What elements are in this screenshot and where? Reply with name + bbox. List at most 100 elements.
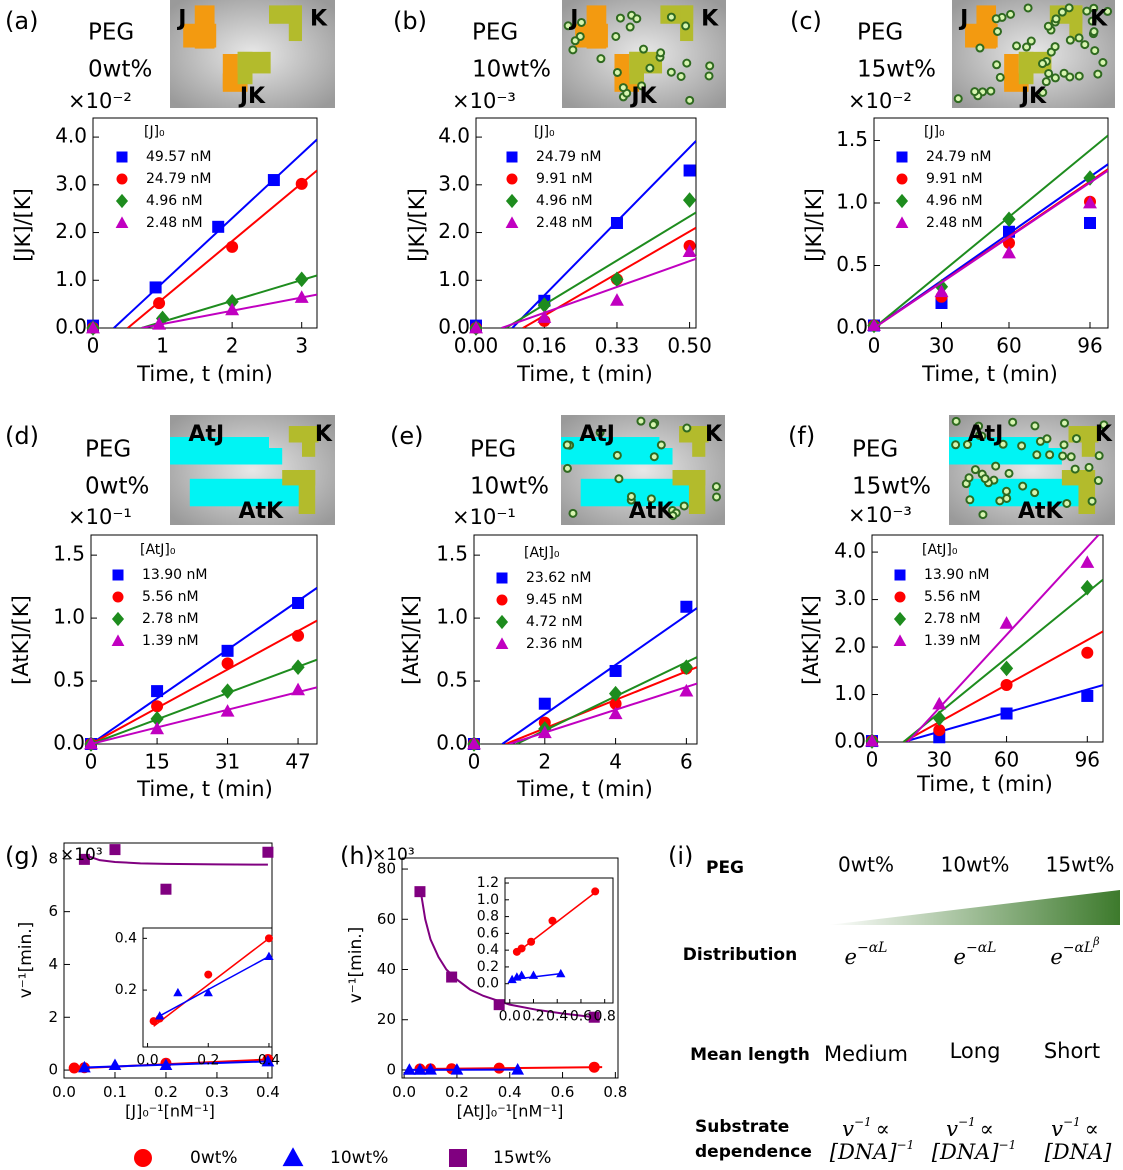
row-label: Substrate [695,1117,789,1137]
marker [221,644,234,657]
marker [78,1060,91,1073]
marker [538,697,551,710]
y-tick-label: 2.0 [834,634,866,658]
marker [469,320,483,334]
crowder [666,67,676,77]
y-tick-label: 0.2 [115,982,137,998]
schematic-shape [288,5,302,42]
crowder [1071,434,1081,444]
crowder [962,440,972,450]
legend-marker [893,611,907,627]
crowder [618,83,628,93]
legend-marker [496,572,508,584]
crowder [1023,3,1033,13]
legend-marker [506,151,518,163]
y-multiplier: ×10³ [372,845,415,865]
marker [267,174,280,187]
legend-label: 49.57 nM [146,149,211,165]
x-tick-label: 4 [609,750,622,774]
crowder [975,43,985,53]
x-tick-label: 0.4 [256,1083,280,1101]
legend-label: 2.48 nM [146,215,203,231]
plot: 0 15 31 47 0.0 0.5 1.0 1.5 [53,534,318,774]
crowder [1012,41,1022,51]
marker [446,971,458,983]
x-tick-label: 0.2 [522,1008,544,1024]
y-axis-label: [JK]/[K] [405,188,429,262]
peg-value: 10wt% [941,853,1010,877]
legend-marker [895,216,909,228]
y-tick-label: 20 [377,1010,396,1028]
schematic-shape [1081,426,1096,457]
legend-label: 24.79 nM [536,149,601,165]
schematic-shape [586,5,607,49]
legend-marker [112,569,124,581]
marker [548,916,557,925]
peg-value: 0wt% [838,853,894,877]
y-tick-label: 1.5 [436,542,468,566]
fit-line [418,886,595,1019]
schematic-label: K [310,6,328,31]
marker [934,284,949,298]
crowder [681,21,691,31]
crowder [632,14,642,24]
schematic: AtJ K AtK [170,415,335,525]
legend-marker [116,151,128,163]
schematic: J KJK [952,0,1115,109]
crowder [995,496,1005,506]
legend-label: 10wt% [330,1148,388,1168]
schematic-shape [1018,51,1034,85]
crowder [1070,464,1080,474]
marker [683,164,696,177]
marker [556,968,566,978]
fit-line [153,937,270,1027]
formula-rel: ∝ [876,1117,890,1141]
peg-value: 10wt% [472,57,551,83]
legend-label: 4.96 nM [146,193,203,209]
crowder [977,431,987,441]
x-tick-label: 0 [87,334,100,358]
marker [159,1058,173,1071]
peg-label: PEG [852,437,898,463]
legend-marker [134,1149,152,1167]
y-tick-label: 1.0 [55,267,87,291]
legend-marker [115,193,129,209]
crowder [1022,42,1032,52]
fit-line [874,169,1108,328]
y-tick-label: 1.2 [477,875,499,891]
x-tick-label: 0.2 [445,1083,469,1101]
crowder [1059,440,1069,450]
y-multiplier: ×10⁻¹ [452,505,516,529]
schematic-shape [1078,470,1096,514]
marker [221,657,234,670]
y-tick-label: 0.4 [477,942,499,958]
y-axis-label: [AtK]/[K] [799,595,823,685]
legend-title: [J]₀ [144,124,165,140]
marker [292,596,305,609]
marker [527,937,536,946]
x-tick-label: 0.16 [522,334,567,358]
marker [932,696,947,710]
marker [528,970,539,979]
crowder [562,463,572,473]
y-tick-label: 1.5 [836,127,868,151]
fit-line [874,134,1108,328]
crowder [668,511,678,521]
legend-marker [895,193,909,209]
marker [610,271,624,288]
legend-marker [496,594,508,606]
x-tick-label: 60 [996,334,1021,358]
marker [610,293,624,306]
crowder [1050,73,1060,83]
x-tick-label: 3 [295,334,308,358]
x-tick-label: 0 [868,334,881,358]
marker [450,1063,464,1075]
marker [1084,217,1096,229]
y-multiplier: ×10⁻² [68,89,132,113]
x-axis-label: Time, t (min) [921,362,1058,386]
x-axis-label: [J]₀⁻¹[nM⁻¹] [125,1102,215,1121]
schematic-shape [976,5,997,49]
row-label: Distribution [683,945,797,965]
y-tick-label: 60 [377,910,396,928]
panel-label: (b) [393,7,427,35]
